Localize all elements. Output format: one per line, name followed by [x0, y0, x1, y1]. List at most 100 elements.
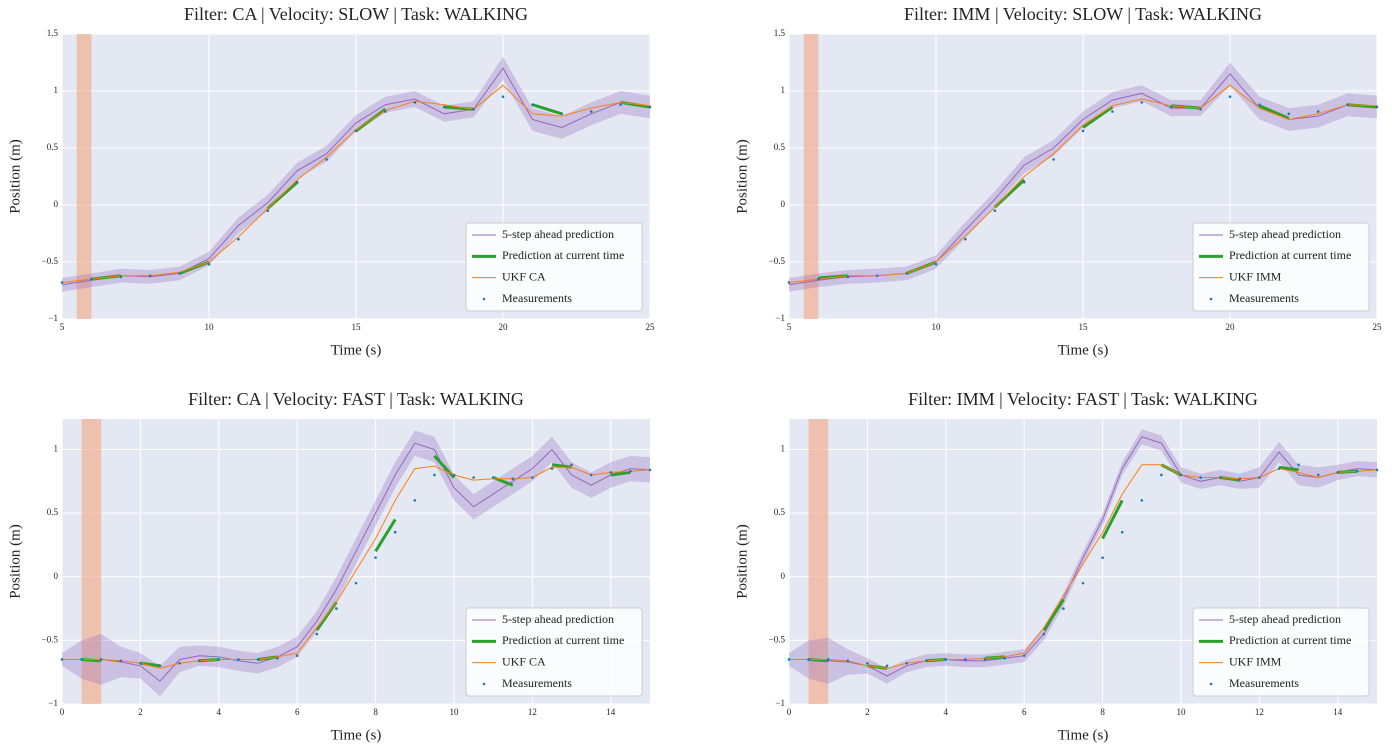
measurement — [1160, 473, 1163, 477]
measurement — [1287, 112, 1291, 116]
measurement — [866, 661, 869, 665]
legend-label: UKF IMM — [1229, 269, 1282, 283]
legend-label: Measurements — [502, 676, 572, 690]
y-tick-label: −0.5 — [769, 634, 786, 644]
legend-label: UKF CA — [502, 654, 546, 668]
x-axis-label: Time (s) — [1058, 342, 1109, 358]
measurement — [207, 262, 211, 266]
measurement — [60, 658, 64, 661]
legend-label: Prediction at current time — [1229, 633, 1351, 647]
measurement — [1316, 110, 1320, 113]
measurement — [237, 237, 240, 241]
measurement — [589, 473, 593, 477]
measurement — [905, 272, 908, 275]
measurement — [1316, 473, 1320, 477]
measurement — [374, 556, 377, 559]
legend-label: Measurements — [502, 291, 572, 305]
prediction-band — [62, 430, 650, 697]
y-axis-label: Position (m) — [7, 524, 23, 599]
measurement — [256, 658, 260, 661]
measurement — [609, 471, 613, 474]
measurement — [570, 463, 573, 467]
current-prediction — [531, 103, 563, 116]
current-prediction — [374, 518, 397, 553]
measurement — [993, 209, 997, 212]
x-tick-label: 12 — [528, 707, 537, 717]
measurement — [60, 281, 64, 284]
measurement — [619, 103, 622, 106]
measurement — [178, 661, 181, 665]
current-prediction — [1278, 465, 1299, 472]
measurement — [472, 107, 475, 111]
measurement — [315, 632, 319, 636]
x-tick-label: 5 — [787, 322, 792, 332]
current-prediction — [610, 470, 631, 477]
y-tick-label: 0.5 — [47, 142, 59, 152]
ukf-line — [62, 465, 651, 669]
measurement — [1120, 530, 1124, 534]
y-tick-label: 0.5 — [47, 507, 59, 517]
legend-label: 5-step ahead prediction — [1229, 227, 1341, 241]
subplot: 5 10 15 20 25 −1 −0.5 0 0.5 1 1.5 Filter: CA | Velo… — [7, 4, 655, 358]
measurement — [1228, 95, 1232, 98]
x-tick-label: 15 — [352, 322, 362, 332]
measurement — [501, 95, 505, 98]
x-tick-label: 4 — [944, 707, 949, 717]
y-tick-label: −0.5 — [42, 634, 59, 644]
measurement — [433, 473, 436, 477]
x-tick-label: 20 — [1226, 322, 1236, 332]
y-tick-label: −1 — [48, 313, 58, 323]
y-tick-label: 0.5 — [774, 142, 786, 152]
measurement — [1140, 499, 1144, 502]
x-axis-label: Time (s) — [331, 342, 382, 358]
measurement — [1081, 581, 1085, 585]
measurement — [335, 607, 338, 610]
legend-label: UKF IMM — [1229, 654, 1282, 668]
measurement — [550, 467, 554, 470]
y-tick-label: 0 — [781, 571, 786, 581]
x-tick-label: 25 — [1373, 322, 1383, 332]
measurement — [80, 658, 83, 661]
prediction-line — [62, 442, 651, 682]
chart-title: Filter: IMM | Velocity: SLOW | Task: WAL… — [904, 4, 1262, 24]
y-tick-label: −0.5 — [769, 256, 786, 266]
subplot: 0 2 4 6 8 10 12 14 −1 −0.5 0 0.5 1 Filter: IMM | Velo… — [734, 389, 1379, 743]
y-tick-label: 1 — [781, 444, 786, 454]
measurement — [826, 658, 830, 661]
chart-title: Filter: CA | Velocity: SLOW | Task: WALK… — [184, 4, 528, 24]
measurement — [325, 158, 328, 161]
chart-title: Filter: CA | Velocity: FAST | Task: WALK… — [188, 389, 524, 409]
measurement — [178, 272, 181, 275]
x-tick-label: 15 — [1079, 322, 1089, 332]
measurement — [629, 469, 632, 473]
measurement — [1218, 476, 1222, 479]
x-tick-label: 8 — [1100, 707, 1105, 717]
y-axis-label: Position (m) — [734, 524, 750, 599]
highlight-span — [76, 34, 92, 319]
x-tick-label: 12 — [1255, 707, 1264, 717]
measurement — [237, 658, 240, 661]
x-tick-label: 0 — [60, 707, 65, 717]
measurement — [1022, 180, 1026, 184]
measurement — [589, 110, 593, 113]
legend-label: 5-step ahead prediction — [502, 227, 614, 241]
y-tick-label: −1 — [775, 698, 785, 708]
x-tick-label: 10 — [1177, 707, 1187, 717]
x-tick-label: 2 — [138, 707, 143, 717]
legend-box — [1192, 607, 1370, 697]
measurement — [885, 664, 889, 668]
y-axis-label: Position (m) — [734, 139, 750, 214]
y-axis-label: Position (m) — [7, 139, 23, 214]
measurement — [491, 476, 495, 479]
chart-title: Filter: IMM | Velocity: FAST | Task: WAL… — [908, 389, 1258, 409]
measurement — [354, 581, 358, 585]
x-tick-label: 5 — [60, 322, 65, 332]
legend-label: Prediction at current time — [502, 633, 624, 647]
legend-label: Measurements — [1229, 291, 1299, 305]
x-tick-label: 6 — [1022, 707, 1027, 717]
measurement — [197, 659, 201, 663]
measurement — [807, 658, 810, 661]
measurement — [531, 103, 534, 106]
legend-box — [465, 607, 643, 697]
